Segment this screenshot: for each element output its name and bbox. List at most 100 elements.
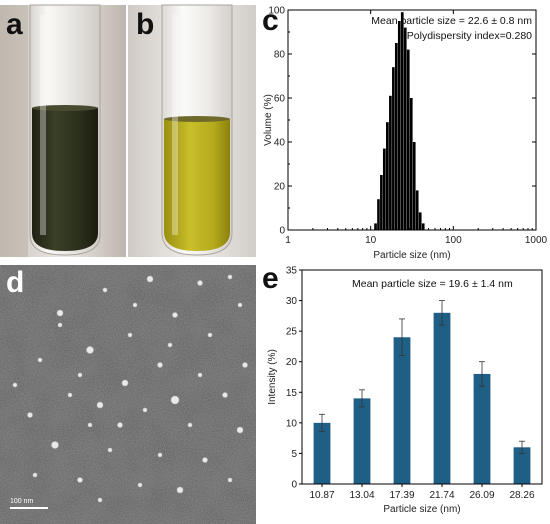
nanoparticle [146, 275, 154, 283]
chart-intensity-distribution: 10.87 13.04 17.39 21.74 26.09 28.26 0 5 10 15 20 25… [267, 266, 543, 515]
x-tick-label: 21.74 [429, 490, 454, 501]
x-tick-label: 13.04 [349, 490, 374, 501]
y-tick-label: 0 [279, 226, 285, 237]
y-tick-label: 5 [291, 449, 297, 460]
y-tick-label: 10 [286, 418, 298, 429]
nanoparticle [197, 280, 203, 286]
volume-bar [418, 212, 422, 230]
nanoparticle [27, 412, 33, 418]
chart-volume-distribution: 0 20 40 60 80 100 1 10 100 1000 Particle size (nm)… [263, 6, 548, 262]
tem-scale-label: 100 nm [10, 498, 34, 505]
intensity-bar [473, 373, 491, 484]
y-tick-label: 15 [286, 388, 298, 399]
nanoparticle [32, 472, 38, 478]
nanoparticle [202, 457, 208, 463]
nanoparticle [207, 332, 213, 338]
volume-bar [377, 199, 380, 230]
x-axis-label: Particle size (nm) [373, 250, 450, 261]
nanoparticle [176, 486, 184, 494]
y-tick-label: 40 [274, 138, 286, 149]
volume-bar [406, 49, 410, 230]
nanoparticle [117, 422, 123, 428]
x-tick-label: 1 [285, 235, 291, 246]
y-tick-label: 20 [274, 182, 286, 193]
y-axis-label: Volume (%) [263, 94, 274, 146]
intensity-bar [513, 447, 531, 484]
tem-image: 100 nm [0, 265, 256, 524]
nanoparticle [96, 401, 104, 409]
photo-a [0, 4, 126, 257]
nanoparticle [227, 477, 233, 483]
nanoparticle [107, 447, 113, 453]
nanoparticle [132, 302, 138, 308]
nanoparticle [86, 346, 94, 354]
y-tick-label: 25 [286, 327, 298, 338]
x-tick-label: 100 [445, 235, 462, 246]
volume-bar [403, 27, 407, 230]
x-tick-label: 10 [365, 235, 377, 246]
volume-bar [400, 12, 404, 231]
x-tick-label: 10.87 [309, 490, 334, 501]
annotation-pdi: Polydispersity index=0.280 [407, 30, 532, 42]
nanoparticle [167, 342, 173, 348]
nanoparticle [237, 302, 243, 308]
nanoparticle [51, 441, 59, 449]
volume-bar [389, 95, 392, 230]
nanoparticle [170, 395, 180, 405]
panel-label-c: c [262, 4, 279, 37]
photo-b [128, 4, 256, 257]
nanoparticle [197, 372, 203, 378]
nanoparticle [56, 309, 64, 317]
y-tick-label: 30 [286, 296, 298, 307]
x-tick-label: 17.39 [389, 490, 414, 501]
volume-bar [386, 122, 389, 230]
nanoparticle [157, 452, 163, 458]
nanoparticle [242, 362, 248, 368]
x-tick-label: 1000 [525, 235, 548, 246]
volume-bar [374, 223, 377, 230]
nanoparticle [187, 422, 193, 428]
plot-frame [301, 269, 543, 485]
nanoparticle [57, 322, 63, 328]
volume-bar [394, 43, 398, 230]
intensity-bar [353, 398, 371, 484]
intensity-bar [433, 312, 451, 484]
panel-label-d: d [6, 266, 25, 299]
volume-bar [380, 175, 383, 230]
nanoparticle [157, 362, 163, 368]
nanoparticle [87, 422, 93, 428]
nanoparticle [222, 392, 228, 398]
annotation-mean: Mean particle size = 19.6 ± 1.4 nm [352, 278, 513, 290]
x-tick-label: 28.26 [509, 490, 534, 501]
panel-label-e: e [262, 262, 279, 295]
y-tick-label: 20 [286, 357, 298, 368]
nanoparticle [142, 407, 148, 413]
nanoparticle [102, 287, 108, 293]
nanoparticle [172, 312, 178, 318]
nanoparticle [127, 332, 133, 338]
nanoparticle [67, 392, 73, 398]
nanoparticle [121, 379, 129, 387]
volume-bar [382, 148, 386, 230]
y-tick-label: 80 [274, 50, 286, 61]
nanoparticle [97, 497, 103, 503]
nanoparticle [236, 426, 244, 434]
nanoparticle [227, 274, 233, 280]
annotation-mean: Mean particle size = 22.6 ± 0.8 nm [371, 15, 532, 27]
y-tick-label: 35 [286, 266, 298, 277]
nanoparticle [77, 372, 83, 378]
nanoparticle [12, 382, 18, 388]
y-tick-label: 0 [291, 480, 297, 491]
volume-bar [415, 190, 419, 230]
volume-bar [397, 21, 401, 230]
intensity-bar [393, 337, 411, 484]
nanoparticle [37, 357, 43, 363]
x-axis-label: Particle size (nm) [383, 504, 460, 515]
y-axis-label: Intensity (%) [267, 349, 278, 405]
volume-bar [412, 142, 416, 230]
panel-label-b: b [136, 8, 155, 41]
y-tick-label: 100 [268, 6, 285, 17]
x-tick-label: 26.09 [469, 490, 494, 501]
y-tick-label: 60 [274, 94, 286, 105]
intensity-bar [313, 422, 331, 484]
